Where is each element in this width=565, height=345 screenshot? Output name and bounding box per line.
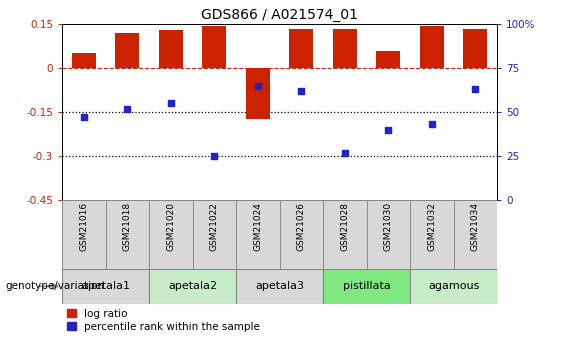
Bar	[323, 269, 410, 304]
Point	[79, 115, 88, 120]
Text: apetala1: apetala1	[81, 282, 130, 291]
Bar	[149, 269, 236, 304]
Text: GSM21026: GSM21026	[297, 202, 306, 251]
Bar	[246, 68, 270, 119]
Text: genotype/variation: genotype/variation	[6, 282, 105, 291]
Bar	[280, 200, 323, 269]
Bar	[236, 269, 323, 304]
Bar	[106, 200, 149, 269]
Text: GSM21028: GSM21028	[341, 202, 349, 251]
Bar	[376, 50, 401, 68]
Point	[427, 122, 436, 127]
Bar	[62, 200, 106, 269]
Point	[384, 127, 393, 132]
Bar	[202, 26, 227, 68]
Bar	[72, 53, 96, 68]
Bar	[410, 200, 454, 269]
Legend: log ratio, percentile rank within the sample: log ratio, percentile rank within the sa…	[67, 309, 260, 332]
Bar	[193, 200, 236, 269]
Text: GSM21030: GSM21030	[384, 202, 393, 251]
Point	[297, 88, 306, 94]
Bar	[236, 200, 280, 269]
Text: GSM21034: GSM21034	[471, 202, 480, 251]
Bar	[289, 29, 314, 68]
Point	[253, 83, 262, 89]
Text: apetala2: apetala2	[168, 282, 217, 291]
Point	[123, 106, 132, 111]
Bar	[159, 30, 183, 68]
Point	[167, 101, 176, 106]
Bar	[463, 29, 488, 68]
Text: GSM21024: GSM21024	[254, 202, 262, 251]
Bar	[62, 269, 149, 304]
Point	[210, 153, 219, 159]
Text: GSM21022: GSM21022	[210, 202, 219, 251]
Bar	[410, 269, 497, 304]
Point	[471, 87, 480, 92]
Bar	[420, 26, 444, 68]
Bar	[454, 200, 497, 269]
Text: GSM21032: GSM21032	[428, 202, 436, 251]
Bar	[323, 200, 367, 269]
Bar	[115, 33, 140, 68]
Bar	[333, 29, 357, 68]
Text: pistillata: pistillata	[343, 282, 390, 291]
Point	[340, 150, 349, 155]
Bar	[149, 200, 193, 269]
Text: GSM21018: GSM21018	[123, 202, 132, 251]
Bar	[367, 200, 410, 269]
Text: apetala3: apetala3	[255, 282, 304, 291]
Text: GSM21020: GSM21020	[167, 202, 175, 251]
Text: agamous: agamous	[428, 282, 479, 291]
Title: GDS866 / A021574_01: GDS866 / A021574_01	[201, 8, 358, 22]
Text: GSM21016: GSM21016	[80, 202, 88, 251]
